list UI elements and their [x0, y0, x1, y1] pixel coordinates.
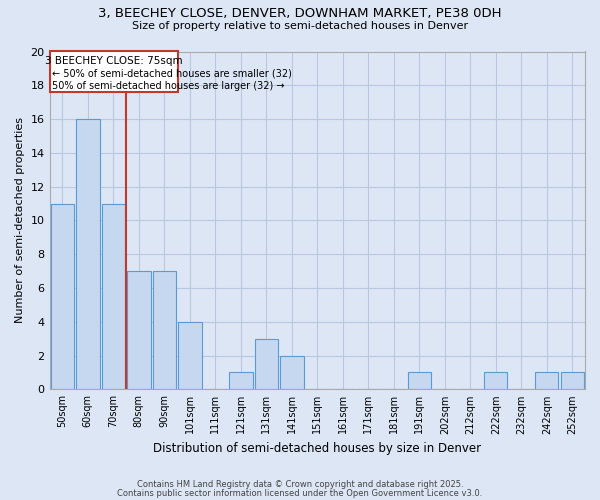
Bar	[76, 119, 100, 390]
Bar	[101, 204, 125, 390]
Bar	[407, 372, 431, 390]
Bar	[229, 372, 253, 390]
Text: Size of property relative to semi-detached houses in Denver: Size of property relative to semi-detach…	[132, 21, 468, 31]
Bar	[152, 271, 176, 390]
Bar	[560, 372, 584, 390]
Text: 3 BEECHEY CLOSE: 75sqm: 3 BEECHEY CLOSE: 75sqm	[45, 56, 182, 66]
Text: 3, BEECHEY CLOSE, DENVER, DOWNHAM MARKET, PE38 0DH: 3, BEECHEY CLOSE, DENVER, DOWNHAM MARKET…	[98, 8, 502, 20]
Bar	[535, 372, 559, 390]
Bar	[280, 356, 304, 390]
Text: ← 50% of semi-detached houses are smaller (32): ← 50% of semi-detached houses are smalle…	[52, 68, 292, 78]
Text: Contains HM Land Registry data © Crown copyright and database right 2025.: Contains HM Land Registry data © Crown c…	[137, 480, 463, 489]
Bar	[127, 271, 151, 390]
Text: 50% of semi-detached houses are larger (32) →: 50% of semi-detached houses are larger (…	[52, 81, 284, 91]
X-axis label: Distribution of semi-detached houses by size in Denver: Distribution of semi-detached houses by …	[153, 442, 481, 455]
Bar	[50, 52, 178, 92]
Bar	[50, 204, 74, 390]
Text: Contains public sector information licensed under the Open Government Licence v3: Contains public sector information licen…	[118, 489, 482, 498]
Bar	[484, 372, 508, 390]
Bar	[178, 322, 202, 390]
Y-axis label: Number of semi-detached properties: Number of semi-detached properties	[15, 118, 25, 324]
Bar	[254, 338, 278, 390]
